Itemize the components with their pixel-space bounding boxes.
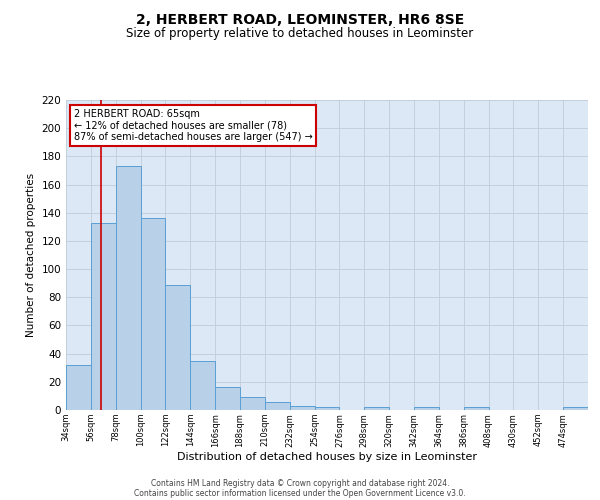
Bar bbox=[166, 284, 190, 410]
Bar bbox=[314, 407, 340, 410]
Bar bbox=[240, 398, 265, 410]
Bar bbox=[563, 407, 588, 410]
X-axis label: Distribution of detached houses by size in Leominster: Distribution of detached houses by size … bbox=[177, 452, 477, 462]
Text: 2 HERBERT ROAD: 65sqm
← 12% of detached houses are smaller (78)
87% of semi-deta: 2 HERBERT ROAD: 65sqm ← 12% of detached … bbox=[74, 110, 313, 142]
Bar bbox=[116, 166, 140, 410]
Text: Contains public sector information licensed under the Open Government Licence v3: Contains public sector information licen… bbox=[134, 488, 466, 498]
Bar bbox=[290, 406, 314, 410]
Text: Contains HM Land Registry data © Crown copyright and database right 2024.: Contains HM Land Registry data © Crown c… bbox=[151, 478, 449, 488]
Bar bbox=[66, 365, 91, 410]
Y-axis label: Number of detached properties: Number of detached properties bbox=[26, 173, 36, 337]
Text: Size of property relative to detached houses in Leominster: Size of property relative to detached ho… bbox=[127, 28, 473, 40]
Bar bbox=[414, 407, 439, 410]
Bar bbox=[140, 218, 166, 410]
Bar bbox=[364, 407, 389, 410]
Bar bbox=[215, 388, 240, 410]
Bar bbox=[190, 360, 215, 410]
Bar bbox=[265, 402, 290, 410]
Text: 2, HERBERT ROAD, LEOMINSTER, HR6 8SE: 2, HERBERT ROAD, LEOMINSTER, HR6 8SE bbox=[136, 12, 464, 26]
Bar bbox=[91, 222, 116, 410]
Bar bbox=[464, 407, 488, 410]
